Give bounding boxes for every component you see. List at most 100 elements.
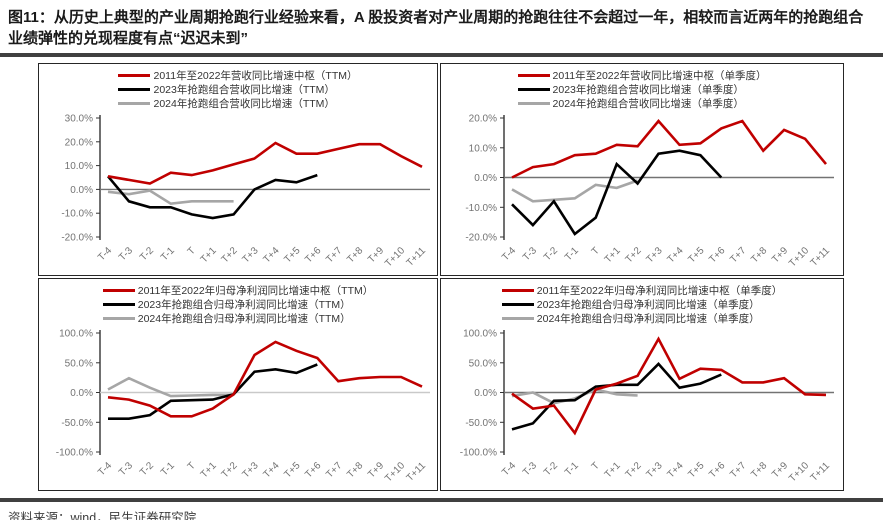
svg-text:-100.0%: -100.0% <box>460 448 497 459</box>
svg-text:T+1: T+1 <box>603 460 623 480</box>
legend-item: 2023年抢跑组合归母净利润同比增速（单季度） <box>501 297 760 311</box>
legend-line-swatch <box>118 87 151 91</box>
svg-text:T+4: T+4 <box>665 460 685 480</box>
svg-text:T+6: T+6 <box>707 245 727 265</box>
svg-text:T+4: T+4 <box>261 245 281 265</box>
svg-text:50.0%: 50.0% <box>65 358 93 369</box>
legend-line-swatch <box>517 87 550 91</box>
svg-text:0.0%: 0.0% <box>474 388 497 399</box>
chart-panel-revenue-quarterly: 2011年至2022年营收同比增速中枢（单季度） 2023年抢跑组合营收同比增速… <box>440 63 844 276</box>
svg-text:T-2: T-2 <box>542 245 560 263</box>
svg-text:T+6: T+6 <box>303 460 323 480</box>
svg-text:T+3: T+3 <box>644 460 664 480</box>
svg-text:100.0%: 100.0% <box>59 329 93 340</box>
legend-label: 2024年抢跑组合营收同比增速（单季度） <box>552 97 744 110</box>
svg-text:T+11: T+11 <box>809 245 833 269</box>
legend-line-swatch <box>517 101 550 105</box>
svg-text:T+8: T+8 <box>345 460 365 480</box>
legend-line-swatch <box>118 73 151 77</box>
bottom-divider-bar <box>0 498 883 502</box>
svg-text:T-4: T-4 <box>96 245 114 263</box>
legend-item: 2011年至2022年归母净利润同比增速中枢（单季度） <box>501 283 783 297</box>
legend-label: 2023年抢跑组合营收同比增速（单季度） <box>552 83 744 96</box>
legend-label: 2011年至2022年营收同比增速中枢（单季度） <box>552 69 767 82</box>
svg-text:T+2: T+2 <box>220 460 240 480</box>
svg-text:T-1: T-1 <box>159 460 177 478</box>
line-chart-profit-ttm: 100.0% 50.0% 0.0% -50.0% -100.0%T-4 T-3 T-2 T-1… <box>56 329 430 484</box>
legend-label: 2023年抢跑组合归母净利润同比增速（TTM） <box>137 298 351 311</box>
svg-text:T-3: T-3 <box>521 245 539 263</box>
svg-text:T+7: T+7 <box>324 245 344 265</box>
svg-text:T-3: T-3 <box>521 460 539 478</box>
source-note: 资料来源：wind，民生证券研究院 <box>8 511 197 520</box>
svg-text:-100.0%: -100.0% <box>56 448 93 459</box>
svg-text:-50.0%: -50.0% <box>465 418 497 429</box>
svg-text:T+3: T+3 <box>240 245 260 265</box>
svg-text:T+5: T+5 <box>282 245 302 265</box>
svg-text:10.0%: 10.0% <box>65 161 93 172</box>
svg-text:0.0%: 0.0% <box>70 185 93 196</box>
svg-text:T+5: T+5 <box>686 460 706 480</box>
svg-text:T+1: T+1 <box>199 245 219 265</box>
legend-line-swatch <box>102 302 135 306</box>
svg-text:T+8: T+8 <box>749 460 769 480</box>
svg-text:-50.0%: -50.0% <box>61 418 93 429</box>
legend-item: 2023年抢跑组合归母净利润同比增速（TTM） <box>102 297 351 311</box>
legend: 2011年至2022年营收同比增速中枢（单季度） 2023年抢跑组合营收同比增速… <box>517 68 767 110</box>
svg-text:-10.0%: -10.0% <box>61 209 93 220</box>
svg-text:T-1: T-1 <box>563 245 581 263</box>
svg-text:T-2: T-2 <box>138 245 156 263</box>
svg-text:T+4: T+4 <box>261 460 281 480</box>
svg-text:T-4: T-4 <box>96 460 114 478</box>
svg-text:T+11: T+11 <box>405 245 429 269</box>
legend-label: 2024年抢跑组合营收同比增速（TTM） <box>153 97 335 110</box>
legend-line-swatch <box>501 288 534 292</box>
svg-text:T+11: T+11 <box>809 460 833 484</box>
figure-title: 图11：从历史上典型的产业周期抢跑行业经验来看，A 股投资者对产业周期的抢跑往往… <box>8 9 864 47</box>
legend-label: 2011年至2022年营收同比增速中枢（TTM） <box>153 69 358 82</box>
legend-item: 2024年抢跑组合归母净利润同比增速（TTM） <box>102 311 351 325</box>
chart-panel-profit-ttm: 2011年至2022年归母净利润同比增速中枢（TTM） 2023年抢跑组合归母净… <box>38 278 438 491</box>
svg-text:T+2: T+2 <box>220 245 240 265</box>
svg-text:100.0%: 100.0% <box>463 329 497 340</box>
svg-text:T-3: T-3 <box>117 245 135 263</box>
svg-text:T+5: T+5 <box>282 460 302 480</box>
svg-text:T+10: T+10 <box>383 245 407 269</box>
legend-line-swatch <box>102 316 135 320</box>
svg-text:-20.0%: -20.0% <box>61 233 93 244</box>
svg-text:T-4: T-4 <box>500 245 518 263</box>
svg-text:T+7: T+7 <box>324 460 344 480</box>
svg-text:0.0%: 0.0% <box>70 388 93 399</box>
svg-text:T+3: T+3 <box>644 245 664 265</box>
legend-item: 2011年至2022年归母净利润同比增速中枢（TTM） <box>102 283 374 297</box>
svg-text:T+7: T+7 <box>728 245 748 265</box>
legend-item: 2023年抢跑组合营收同比增速（TTM） <box>118 82 335 96</box>
svg-text:T+6: T+6 <box>707 460 727 480</box>
svg-text:50.0%: 50.0% <box>469 358 497 369</box>
chart-panel-profit-quarterly: 2011年至2022年归母净利润同比增速中枢（单季度） 2023年抢跑组合归母净… <box>440 278 844 491</box>
svg-text:-20.0%: -20.0% <box>465 233 497 244</box>
legend-item: 2024年抢跑组合归母净利润同比增速（单季度） <box>501 311 760 325</box>
line-chart-revenue-quarterly: 20.0%10.0%0.0%-10.0%-20.0%T-4 T-3 T-2 T-1 T T… <box>465 114 834 269</box>
svg-text:T+7: T+7 <box>728 460 748 480</box>
legend-line-swatch <box>102 288 135 292</box>
svg-text:T+10: T+10 <box>383 460 407 484</box>
legend-label: 2024年抢跑组合归母净利润同比增速（TTM） <box>137 312 351 325</box>
legend-label: 2011年至2022年归母净利润同比增速中枢（TTM） <box>137 284 374 297</box>
svg-text:20.0%: 20.0% <box>65 137 93 148</box>
svg-text:T-1: T-1 <box>563 460 581 478</box>
legend-line-swatch <box>517 73 550 77</box>
line-chart-revenue-ttm: 30.0% 20.0% 10.0% 0.0% -10.0% -20.0%T-4 T-3 T-2… <box>61 114 430 269</box>
svg-text:T+8: T+8 <box>749 245 769 265</box>
svg-text:T-3: T-3 <box>117 460 135 478</box>
legend: 2011年至2022年归母净利润同比增速中枢（单季度） 2023年抢跑组合归母净… <box>501 283 783 325</box>
svg-text:10.0%: 10.0% <box>469 143 497 154</box>
legend-line-swatch <box>501 316 534 320</box>
svg-text:T+10: T+10 <box>787 460 811 484</box>
svg-text:T-2: T-2 <box>138 460 156 478</box>
svg-text:T+6: T+6 <box>303 245 323 265</box>
svg-text:T+5: T+5 <box>686 245 706 265</box>
legend-label: 2011年至2022年归母净利润同比增速中枢（单季度） <box>536 284 783 297</box>
legend-label: 2023年抢跑组合营收同比增速（TTM） <box>153 83 335 96</box>
